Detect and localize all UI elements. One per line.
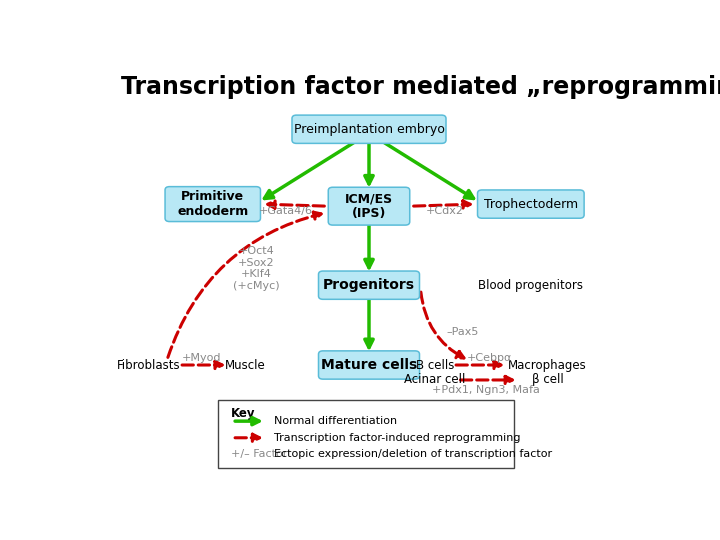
Text: +Cebpα: +Cebpα: [467, 353, 512, 363]
Text: Macrophages: Macrophages: [508, 359, 587, 372]
Text: Normal differentiation: Normal differentiation: [274, 416, 397, 426]
FancyBboxPatch shape: [318, 351, 420, 379]
Text: +Pdx1, Ngn3, Mafa: +Pdx1, Ngn3, Mafa: [432, 385, 540, 395]
Text: Progenitors: Progenitors: [323, 278, 415, 292]
FancyBboxPatch shape: [292, 115, 446, 144]
Text: Ectopic expression/deletion of transcription factor: Ectopic expression/deletion of transcrip…: [274, 449, 552, 460]
FancyBboxPatch shape: [477, 190, 584, 218]
Text: Blood progenitors: Blood progenitors: [478, 279, 582, 292]
Text: Mature cells: Mature cells: [321, 358, 417, 372]
Text: Preimplantation embryo: Preimplantation embryo: [294, 123, 444, 136]
Text: B cells: B cells: [415, 359, 454, 372]
Text: +Myod: +Myod: [182, 353, 221, 363]
Text: Primitive
endoderm: Primitive endoderm: [177, 190, 248, 218]
Text: Fibroblasts: Fibroblasts: [117, 359, 181, 372]
Text: β cell: β cell: [531, 374, 564, 387]
Text: Trophectoderm: Trophectoderm: [484, 198, 578, 211]
Text: ICM/ES
(IPS): ICM/ES (IPS): [345, 192, 393, 220]
Text: –Pax5: –Pax5: [446, 327, 479, 337]
FancyBboxPatch shape: [218, 400, 514, 468]
Text: +/– Factor: +/– Factor: [230, 449, 287, 460]
FancyBboxPatch shape: [165, 187, 261, 221]
Text: Transcription factor-induced reprogramming: Transcription factor-induced reprogrammi…: [274, 433, 521, 443]
Text: Key: Key: [230, 407, 255, 420]
Text: Transcription factor mediated „reprogramming“: Transcription factor mediated „reprogram…: [121, 75, 720, 99]
Text: +Cdx2: +Cdx2: [426, 206, 464, 216]
FancyBboxPatch shape: [318, 271, 420, 299]
Text: Muscle: Muscle: [225, 359, 266, 372]
Text: +Gata4/6: +Gata4/6: [258, 206, 312, 216]
Text: +Oct4
+Sox2
+Klf4
(+cMyc): +Oct4 +Sox2 +Klf4 (+cMyc): [233, 246, 279, 291]
FancyBboxPatch shape: [328, 187, 410, 225]
Text: Acinar cell: Acinar cell: [404, 374, 466, 387]
